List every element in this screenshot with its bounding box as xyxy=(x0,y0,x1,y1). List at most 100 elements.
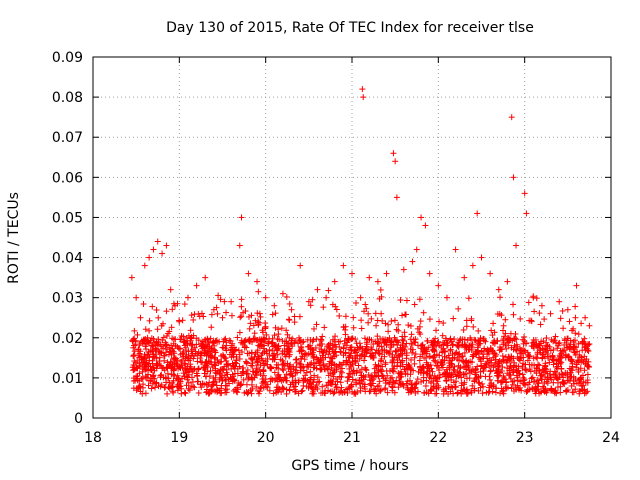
scatter-point xyxy=(449,342,456,349)
scatter-point xyxy=(542,373,549,380)
scatter-point xyxy=(551,337,558,344)
scatter-point xyxy=(462,363,469,370)
scatter-point xyxy=(271,369,278,376)
scatter-point xyxy=(292,356,299,363)
scatter-point xyxy=(169,335,176,342)
scatter-point xyxy=(559,307,566,314)
scatter-point xyxy=(510,311,517,318)
scatter-point xyxy=(532,383,539,390)
scatter-point xyxy=(465,295,472,302)
scatter-point xyxy=(535,340,542,347)
scatter-point xyxy=(566,318,573,325)
scatter-point xyxy=(313,321,320,328)
scatter-point xyxy=(346,353,353,360)
scatter-point xyxy=(466,367,473,374)
scatter-point xyxy=(308,350,315,357)
scatter-point xyxy=(584,371,591,378)
scatter-point xyxy=(407,322,414,329)
scatter-point xyxy=(498,312,505,319)
scatter-point xyxy=(510,301,517,308)
scatter-point xyxy=(289,343,296,350)
scatter-point xyxy=(391,317,398,324)
scatter-point xyxy=(405,361,412,368)
scatter-point xyxy=(523,367,530,374)
scatter-point xyxy=(436,318,443,325)
scatter-point xyxy=(543,335,550,342)
scatter-point xyxy=(319,383,326,390)
scatter-point xyxy=(156,354,163,361)
scatter-point xyxy=(218,358,225,365)
scatter-point xyxy=(131,348,138,355)
scatter-point xyxy=(368,315,375,322)
scatter-point xyxy=(168,359,175,366)
scatter-point xyxy=(537,321,544,328)
scatter-point xyxy=(477,384,484,391)
scatter-point xyxy=(257,362,264,369)
scatter-point xyxy=(524,387,531,394)
scatter-point xyxy=(161,384,168,391)
scatter-point xyxy=(242,358,249,365)
scatter-point xyxy=(428,375,435,382)
scatter-point xyxy=(130,352,137,359)
scatter-point xyxy=(417,331,424,338)
scatter-point xyxy=(486,376,493,383)
scatter-point xyxy=(475,379,482,386)
scatter-point xyxy=(497,390,504,397)
scatter-point xyxy=(235,347,242,354)
scatter-point xyxy=(399,333,406,340)
scatter-point xyxy=(414,376,421,383)
chart-title: Day 130 of 2015, Rate Of TEC Index for r… xyxy=(166,20,534,36)
scatter-point xyxy=(154,361,161,368)
scatter-point xyxy=(432,390,439,397)
scatter-point xyxy=(332,333,339,340)
scatter-point xyxy=(283,390,290,397)
scatter-point xyxy=(412,351,419,358)
scatter-point xyxy=(221,298,228,305)
scatter-point xyxy=(275,331,282,338)
scatter-point xyxy=(365,319,372,326)
scatter-point xyxy=(535,379,542,386)
scatter-point xyxy=(528,318,535,325)
scatter-point xyxy=(340,344,347,351)
scatter-point xyxy=(529,374,536,381)
scatter-point xyxy=(554,345,561,352)
scatter-point xyxy=(499,327,506,334)
scatter-point xyxy=(198,384,205,391)
scatter-point xyxy=(426,316,433,323)
scatter-point xyxy=(494,363,501,370)
scatter-point xyxy=(246,350,253,357)
scatter-point xyxy=(221,354,228,361)
scatter-point xyxy=(345,335,352,342)
scatter-point xyxy=(378,343,385,350)
scatter-point xyxy=(408,331,415,338)
scatter-point xyxy=(448,338,455,345)
scatter-point xyxy=(336,312,343,319)
scatter-point xyxy=(181,389,188,396)
scatter-point xyxy=(320,304,327,311)
scatter-point xyxy=(345,374,352,381)
scatter-point xyxy=(433,327,440,334)
scatter-point xyxy=(399,312,406,319)
scatter-point xyxy=(350,314,357,321)
scatter-point xyxy=(350,324,357,331)
scatter-point xyxy=(570,325,577,332)
scatter-point xyxy=(439,332,446,339)
scatter-point xyxy=(407,371,414,378)
scatter-point xyxy=(289,379,296,386)
scatter-point xyxy=(291,313,298,320)
scatter-point xyxy=(222,335,229,342)
scatter-point xyxy=(285,365,292,372)
scatter-point xyxy=(238,313,245,320)
scatter-point xyxy=(188,312,195,319)
scatter-point xyxy=(258,384,265,391)
scatter-point xyxy=(374,383,381,390)
scatter-point xyxy=(281,342,288,349)
scatter-point xyxy=(528,375,535,382)
scatter-point xyxy=(450,366,457,373)
scatter-point xyxy=(139,368,146,375)
scatter-point xyxy=(358,325,365,332)
scatter-point xyxy=(490,364,497,371)
scatter-points xyxy=(128,86,593,397)
scatter-point xyxy=(235,379,242,386)
scatter-point xyxy=(550,346,557,353)
